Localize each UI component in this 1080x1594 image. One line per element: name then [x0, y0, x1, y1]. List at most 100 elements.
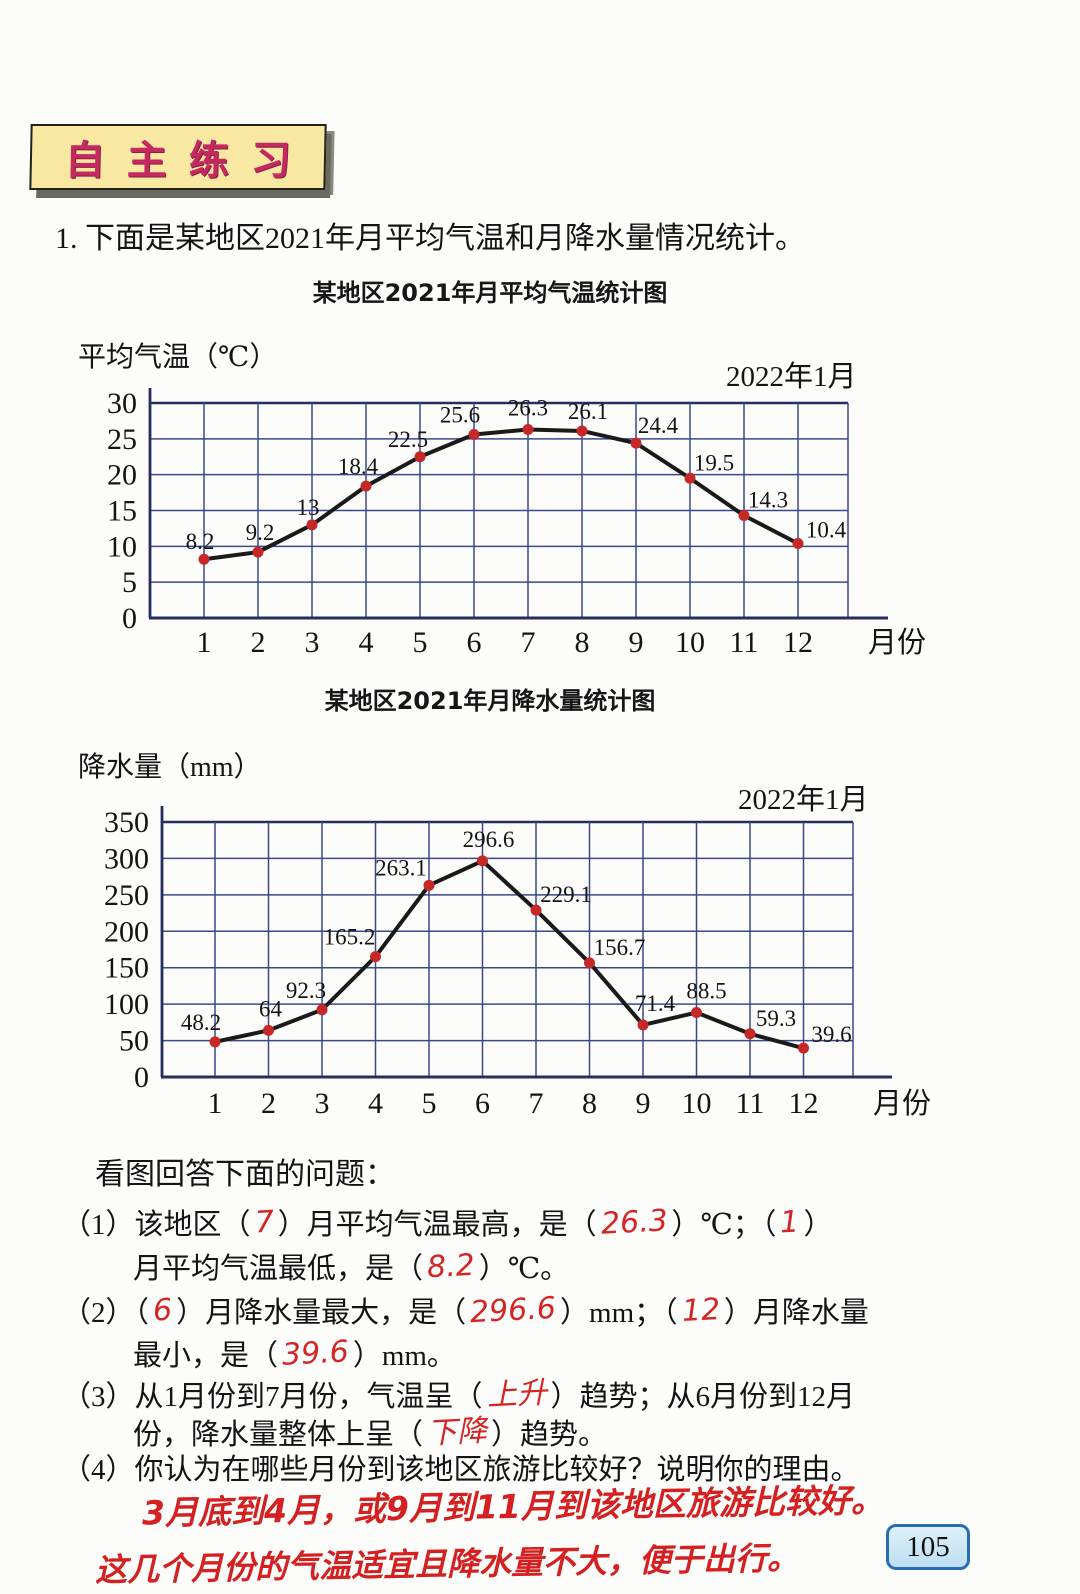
q2-text-b: ）月降水量最大，是（: [176, 1297, 467, 1329]
svg-text:14.3: 14.3: [748, 488, 788, 513]
svg-text:4: 4: [368, 1087, 383, 1120]
svg-text:5: 5: [122, 566, 137, 599]
q2-text-d: ）月降水量: [723, 1297, 869, 1329]
svg-text:9.2: 9.2: [246, 520, 275, 545]
precipitation-chart-title: 某地区2021年月降水量统计图: [324, 687, 656, 715]
svg-text:5: 5: [422, 1087, 437, 1120]
svg-text:300: 300: [104, 842, 149, 875]
svg-text:3: 3: [315, 1087, 330, 1120]
svg-text:9: 9: [629, 626, 644, 659]
svg-text:11: 11: [736, 1087, 765, 1120]
q3-text-c: 份，降水量整体上呈（: [133, 1419, 424, 1451]
q1-text-e: 月平均气温最低，是（: [133, 1253, 424, 1285]
svg-text:150: 150: [104, 952, 149, 985]
svg-text:7: 7: [529, 1087, 544, 1120]
svg-text:6: 6: [467, 626, 482, 659]
q3-text-a: （3）从1月份到7月份，气温呈（: [62, 1381, 483, 1413]
svg-text:39.6: 39.6: [811, 1022, 851, 1047]
svg-text:19.5: 19.5: [694, 450, 734, 475]
svg-text:1: 1: [197, 626, 212, 659]
svg-text:7: 7: [521, 626, 536, 659]
questions-intro: 看图回答下面的问题：: [95, 1158, 395, 1191]
svg-text:59.3: 59.3: [756, 1006, 796, 1031]
q1-text-c: ）℃；（: [671, 1209, 777, 1241]
question-3-line-2: 份，降水量整体上呈（ 下降 ）趋势。: [133, 1413, 608, 1454]
svg-text:10: 10: [682, 1087, 712, 1120]
svg-text:26.1: 26.1: [568, 399, 608, 424]
temperature-chart-ylabel: 平均气温（℃）: [78, 342, 278, 373]
q1-text-b: ）月平均气温最高，是（: [277, 1209, 597, 1241]
svg-text:20: 20: [107, 459, 137, 492]
svg-text:0: 0: [122, 602, 137, 635]
svg-text:22.5: 22.5: [388, 427, 428, 452]
svg-text:296.6: 296.6: [463, 827, 515, 852]
svg-text:8: 8: [575, 626, 590, 659]
svg-text:25.6: 25.6: [440, 403, 480, 428]
svg-text:26.3: 26.3: [508, 396, 548, 421]
svg-text:月份: 月份: [868, 626, 926, 659]
svg-text:156.7: 156.7: [594, 935, 646, 960]
q2-answer-max-precip: 296.6: [469, 1290, 557, 1331]
svg-text:24.4: 24.4: [638, 413, 679, 438]
svg-text:2: 2: [251, 626, 266, 659]
temperature-chart-date-label: 2022年1月: [726, 361, 857, 393]
svg-text:350: 350: [104, 806, 149, 839]
q1-answer-highest-month: 7: [253, 1204, 275, 1241]
q3-text-d: ）趋势。: [491, 1419, 608, 1451]
section-banner: 自主练习: [29, 124, 327, 190]
q2-text-e: 最小，是（: [133, 1340, 279, 1372]
svg-text:6: 6: [475, 1087, 490, 1120]
q1-text-a: （1）该地区（: [62, 1209, 251, 1241]
svg-text:88.5: 88.5: [686, 979, 726, 1004]
svg-text:0: 0: [134, 1061, 149, 1094]
svg-text:4: 4: [359, 626, 374, 659]
svg-text:1: 1: [208, 1087, 223, 1120]
svg-text:10.4: 10.4: [806, 517, 847, 542]
q2-answer-max-month: 6: [152, 1292, 173, 1329]
q1-answer-highest-temp: 26.3: [599, 1203, 669, 1242]
svg-text:50: 50: [119, 1025, 149, 1058]
page-number: 105: [906, 1530, 950, 1563]
svg-text:263.1: 263.1: [375, 855, 427, 880]
q3-answer-precip-trend: 下降: [426, 1413, 488, 1452]
q2-text-f: ）mm。: [352, 1340, 456, 1372]
q2-answer-min-month: 12: [680, 1292, 721, 1329]
svg-text:100: 100: [104, 988, 149, 1021]
svg-text:3: 3: [305, 626, 320, 659]
svg-text:18.4: 18.4: [338, 454, 379, 479]
svg-text:229.1: 229.1: [540, 882, 592, 907]
temperature-chart-title: 某地区2021年月平均气温统计图: [312, 279, 668, 307]
svg-text:48.2: 48.2: [181, 1010, 221, 1035]
svg-text:10: 10: [675, 626, 705, 659]
question-1-line-1: （1）该地区（ 7 ）月平均气温最高，是（ 26.3 ）℃；（ 1）: [62, 1203, 833, 1244]
q3-text-b: ）趋势；从6月份到12月: [550, 1381, 856, 1413]
q1-text-f: ）℃。: [478, 1253, 570, 1285]
precipitation-chart-ylabel: 降水量（mm）: [78, 752, 262, 783]
question-2-line-1: （2）（ 6 ）月降水量最大，是（ 296.6 ）mm；（ 12 ）月降水量: [62, 1291, 869, 1332]
precipitation-chart-date-label: 2022年1月: [738, 784, 869, 816]
q1-text-d: ）: [803, 1209, 833, 1241]
svg-text:2: 2: [261, 1087, 276, 1120]
svg-text:10: 10: [107, 530, 137, 563]
question-3-line-1: （3）从1月份到7月份，气温呈（ 上升 ）趋势；从6月份到12月: [62, 1375, 856, 1416]
svg-text:165.2: 165.2: [324, 925, 376, 950]
q1-answer-lowest-month: 1: [779, 1204, 801, 1241]
svg-text:8.2: 8.2: [186, 529, 215, 554]
svg-text:92.3: 92.3: [286, 978, 326, 1003]
svg-text:12: 12: [789, 1087, 819, 1120]
svg-text:13: 13: [297, 495, 320, 520]
section-banner-title: 自主练习: [64, 138, 314, 184]
svg-text:30: 30: [107, 388, 137, 420]
question-4-line-1: （4）你认为在哪些月份到该地区旅游比较好？说明你的理由。: [62, 1454, 860, 1486]
problem-statement: 1. 下面是某地区2021年月平均气温和月降水量情况统计。: [55, 222, 805, 255]
svg-text:11: 11: [730, 626, 759, 659]
question-1-line-2: 月平均气温最低，是（ 8.2 ）℃。: [133, 1248, 570, 1288]
question-2-line-2: 最小，是（ 39.6 ）mm。: [133, 1334, 456, 1375]
svg-text:15: 15: [107, 495, 137, 528]
q2-text-c: ）mm；（: [560, 1297, 678, 1329]
svg-text:250: 250: [104, 879, 149, 912]
q2-text-a: （2）（: [62, 1297, 150, 1329]
